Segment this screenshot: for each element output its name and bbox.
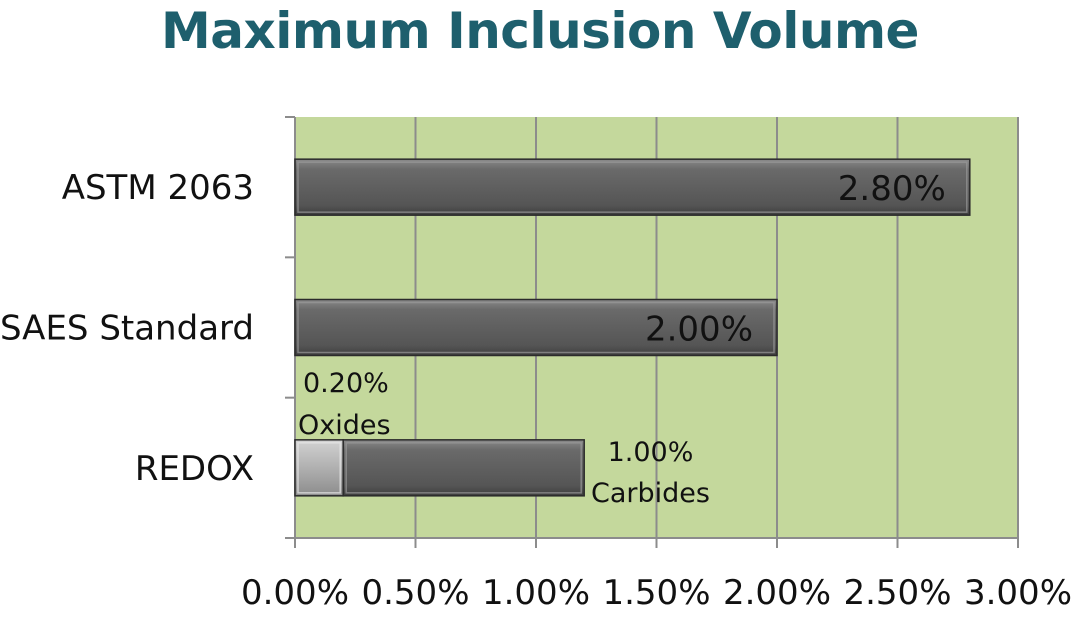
oxides-value-label: 0.20% [303,368,389,399]
bar-segment [294,298,778,357]
bar-bevel [345,442,582,494]
oxides-name-label: Oxides [298,410,391,441]
x-tick-label: 1.50% [602,573,710,613]
bar-segment [294,439,344,497]
chart-title: Maximum Inclusion Volume [161,2,919,60]
category-label: ASTM 2063 [62,168,254,208]
x-tick-label: 2.50% [843,573,951,613]
data-label: 2.80% [838,169,946,209]
bar-bevel [297,301,775,354]
x-tick-label: 3.00% [964,573,1072,613]
bar-segment [294,158,971,216]
bar-segment [342,439,585,497]
bar-bevel [297,161,968,213]
carbides-value-label: 1.00% [608,437,694,468]
category-label: SAES Standard [0,309,254,349]
category-label: REDOX [135,449,254,489]
x-tick-label: 1.00% [482,573,590,613]
bar-bevel [297,442,341,494]
carbides-name-label: Carbides [591,478,710,509]
data-label: 2.00% [645,310,753,350]
x-tick-label: 2.00% [723,573,831,613]
x-tick-label: 0.00% [241,573,349,613]
x-tick-label: 0.50% [361,573,469,613]
